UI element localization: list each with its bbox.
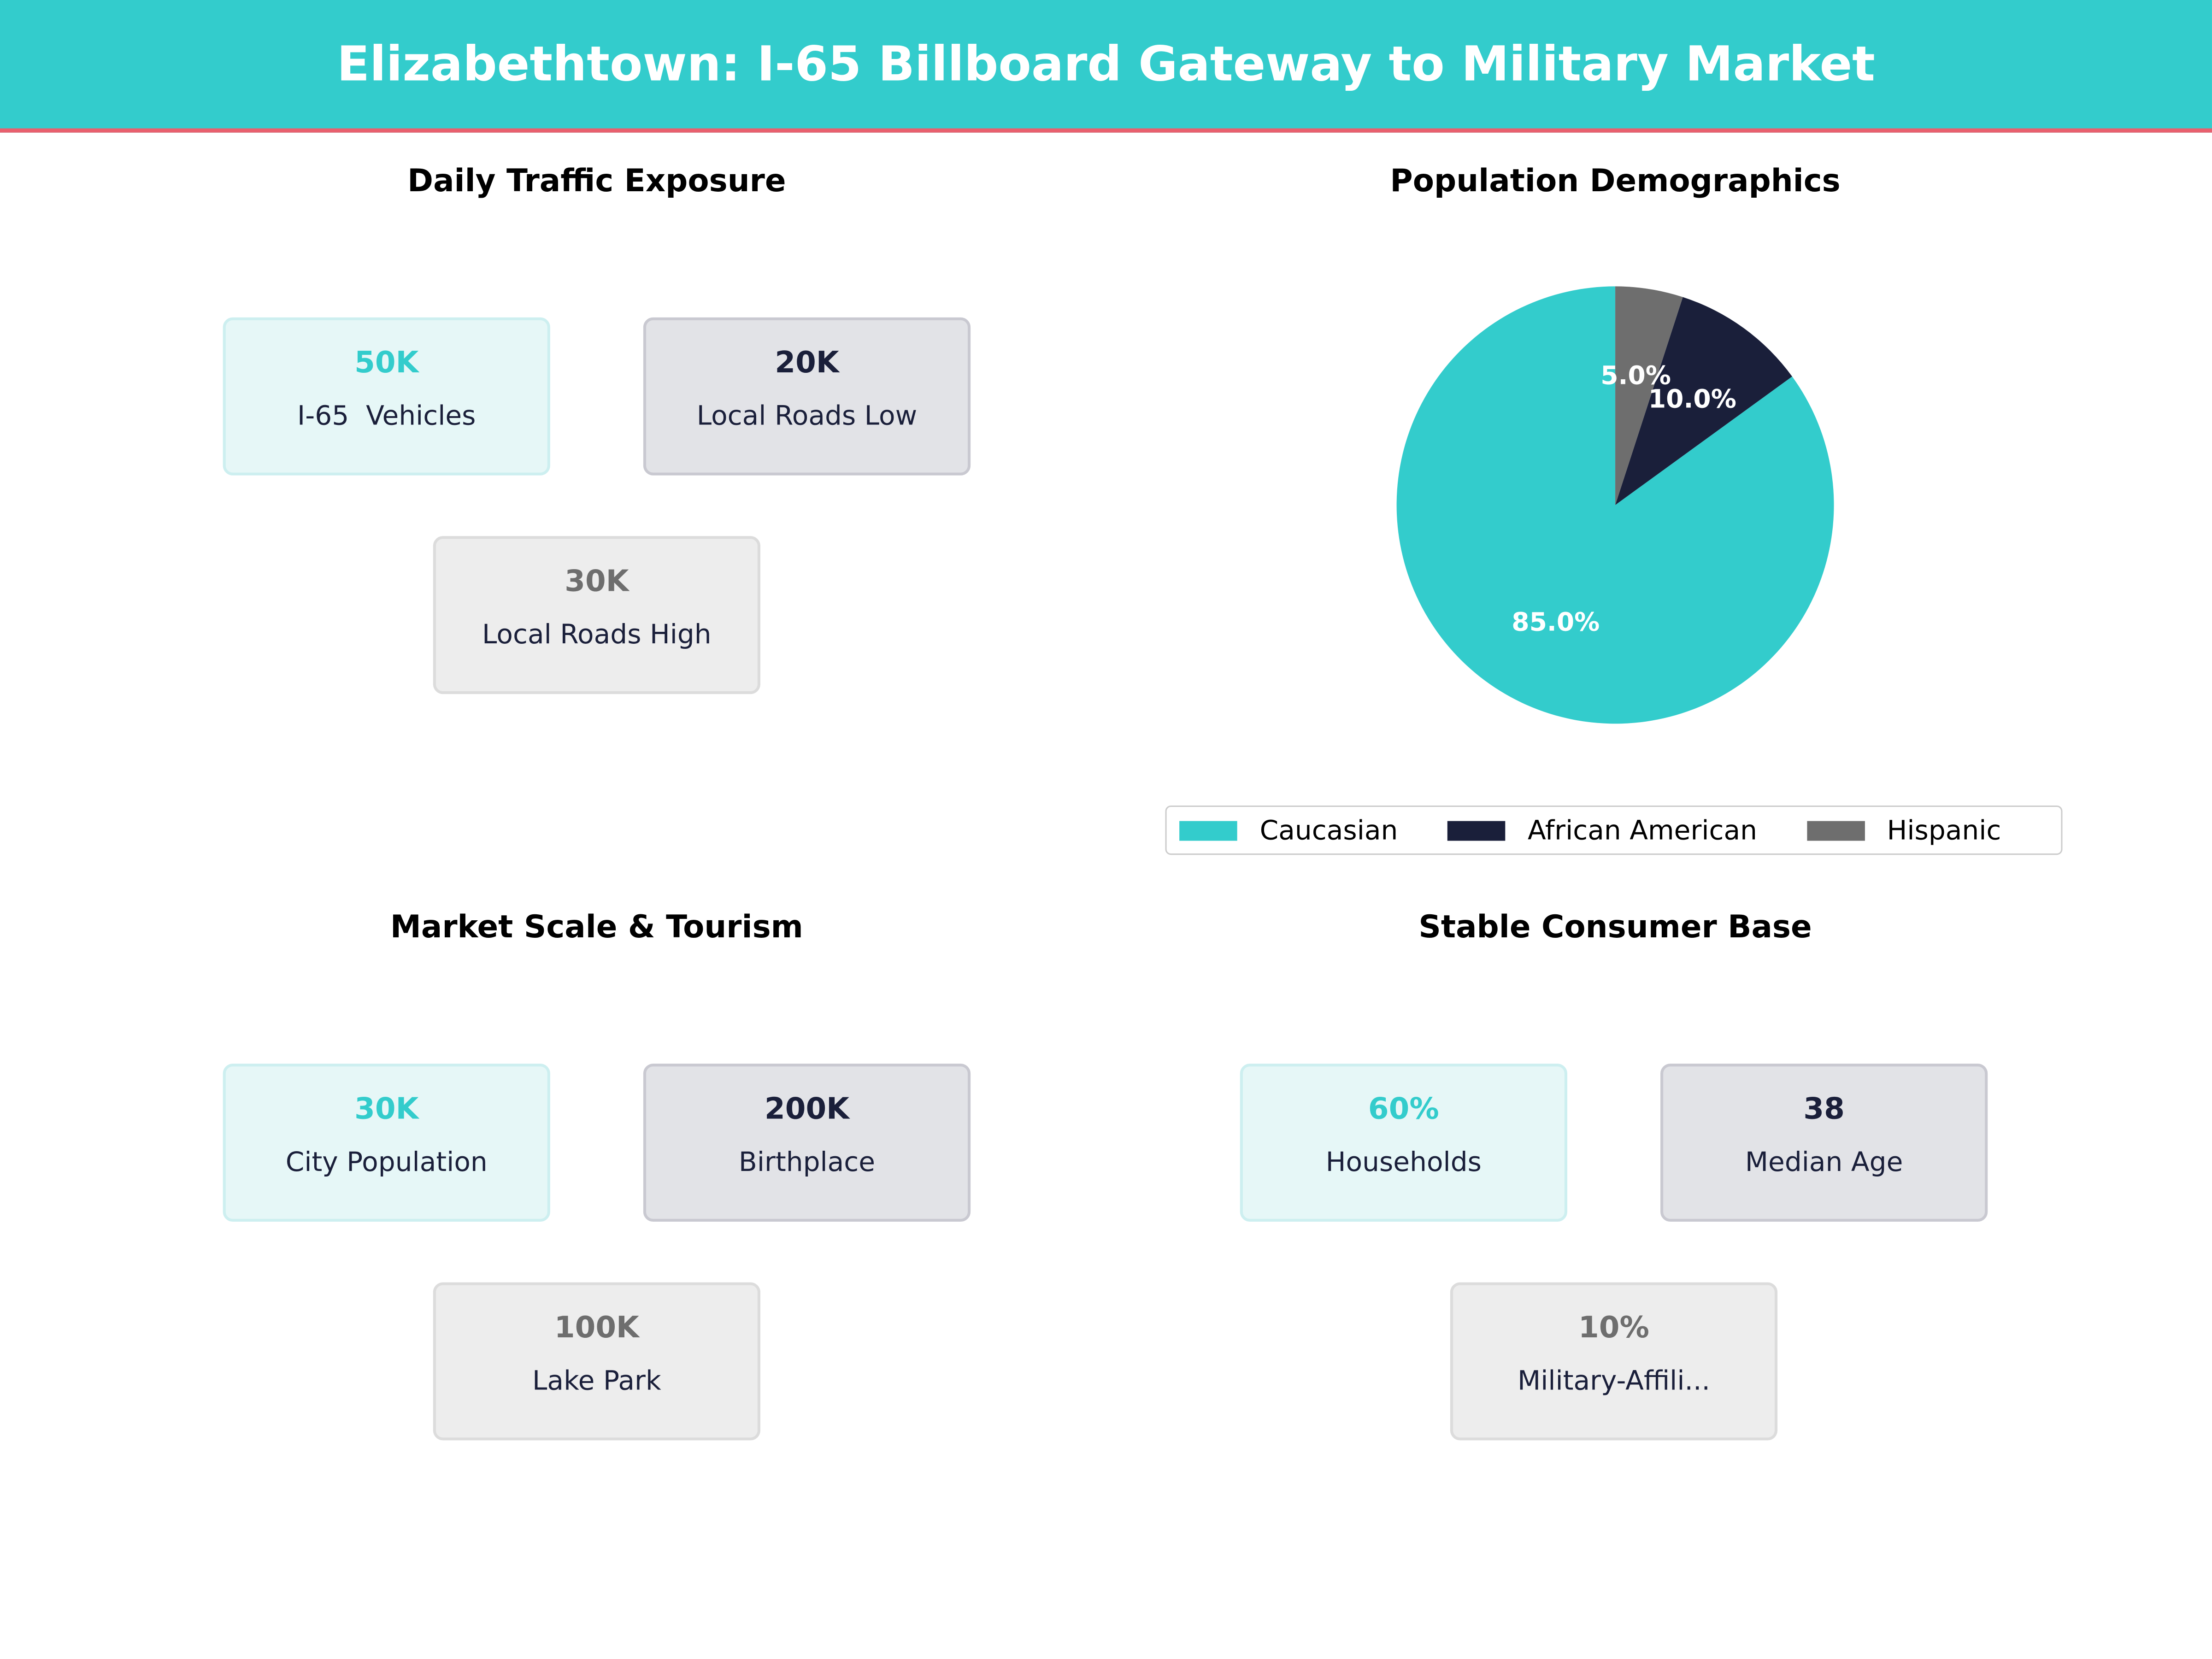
stat-value: 30K bbox=[354, 1092, 419, 1126]
legend-label: Hispanic bbox=[1887, 814, 2001, 846]
stat-value: 60% bbox=[1368, 1092, 1439, 1126]
stat-label: Local Roads High bbox=[482, 619, 712, 651]
traffic-section-title: Daily Traffic Exposure bbox=[407, 164, 786, 200]
stat-card-local-roads-low: 20K Local Roads Low bbox=[643, 317, 971, 476]
pie-data-label: 5.0% bbox=[1600, 361, 1671, 390]
stat-label: Median Age bbox=[1745, 1147, 1903, 1178]
stat-value: 50K bbox=[354, 345, 419, 380]
legend-swatch bbox=[1447, 820, 1506, 840]
stat-label: Households bbox=[1325, 1147, 1482, 1178]
legend-label: Caucasian bbox=[1259, 814, 1398, 846]
stat-card-i65-vehicles: 50K I-65 Vehicles bbox=[223, 317, 550, 476]
legend-label: African American bbox=[1527, 814, 1758, 846]
stat-label: Military-Affili... bbox=[1518, 1365, 1710, 1397]
pie-slice-hispanic bbox=[1615, 286, 1683, 505]
stat-value: 100K bbox=[554, 1310, 639, 1345]
demographics-chart-title: Population Demographics bbox=[1390, 164, 1841, 200]
demographics-pie-chart: 85.0% 10.0%5.0% bbox=[1396, 286, 1834, 724]
stat-card-birthplace: 200K Birthplace bbox=[643, 1064, 971, 1222]
stat-label: Local Roads Low bbox=[696, 400, 918, 432]
stat-value: 200K bbox=[764, 1092, 849, 1126]
stat-card-local-roads-high: 30K Local Roads High bbox=[433, 536, 760, 694]
stat-value: 20K bbox=[775, 345, 839, 380]
stat-card-lake-park: 100K Lake Park bbox=[433, 1282, 760, 1441]
stat-label: Birthplace bbox=[738, 1147, 876, 1178]
stat-label: City Population bbox=[285, 1147, 488, 1178]
stat-card-households: 60% Households bbox=[1240, 1064, 1567, 1222]
header-banner: Elizabethtown: I-65 Billboard Gateway to… bbox=[0, 0, 2212, 133]
legend-item-african-american: African American bbox=[1435, 815, 1757, 846]
stat-card-median-age: 38 Median Age bbox=[1660, 1064, 1988, 1222]
stat-value: 30K bbox=[565, 564, 629, 598]
pie-legend: Caucasian African American Hispanic bbox=[1165, 805, 2063, 855]
consumer-section-title: Stable Consumer Base bbox=[1418, 911, 1812, 946]
stat-value: 10% bbox=[1578, 1310, 1649, 1345]
stat-card-city-population: 30K City Population bbox=[223, 1064, 550, 1222]
pie-slice-caucasian bbox=[1396, 286, 1834, 724]
stat-card-military-affiliated: 10% Military-Affili... bbox=[1450, 1282, 1778, 1441]
stat-label: Lake Park bbox=[532, 1365, 661, 1397]
pie-data-label: 85.0% bbox=[1512, 607, 1600, 637]
pie-slice-african-american bbox=[1615, 297, 1792, 505]
legend-item-caucasian: Caucasian bbox=[1167, 815, 1398, 846]
legend-item-hispanic: Hispanic bbox=[1794, 815, 2001, 846]
legend-swatch bbox=[1179, 820, 1237, 840]
stat-label: I-65 Vehicles bbox=[297, 400, 476, 432]
pie-data-label: 10.0% bbox=[1648, 384, 1736, 414]
legend-swatch bbox=[1806, 820, 1865, 840]
stat-value: 38 bbox=[1803, 1092, 1845, 1126]
page-title: Elizabethtown: I-65 Billboard Gateway to… bbox=[337, 36, 1875, 93]
market-section-title: Market Scale & Tourism bbox=[390, 911, 803, 946]
